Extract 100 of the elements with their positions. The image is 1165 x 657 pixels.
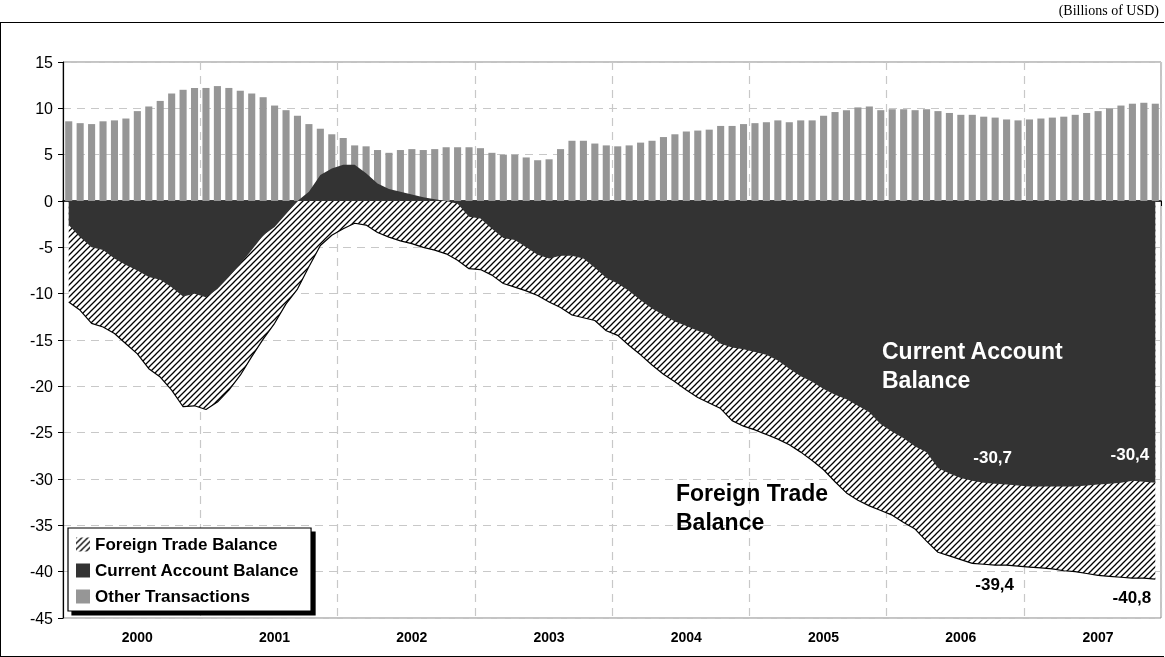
- x-tick-label: 2002: [396, 629, 428, 645]
- bar: [476, 148, 485, 201]
- y-tick-label: 5: [44, 146, 54, 164]
- y-tick-label: 15: [35, 53, 54, 71]
- bar: [156, 100, 164, 201]
- bar: [545, 159, 553, 201]
- bar: [774, 120, 782, 201]
- bar: [465, 147, 473, 201]
- bar: [248, 93, 256, 201]
- bar: [591, 143, 599, 201]
- bar: [671, 134, 679, 201]
- y-tick-label: -15: [29, 331, 54, 349]
- bar: [682, 131, 690, 201]
- bar: [980, 116, 988, 201]
- bar: [179, 89, 187, 201]
- bar: [236, 90, 244, 201]
- bar: [1060, 116, 1068, 201]
- bar: [1014, 120, 1022, 201]
- legend-label: Foreign Trade Balance: [95, 535, 278, 554]
- annotation: Foreign Trade Balance: [676, 479, 835, 535]
- bar: [556, 149, 565, 201]
- bar: [1105, 108, 1114, 201]
- bar: [122, 118, 130, 201]
- bar: [728, 125, 736, 201]
- bar: [579, 140, 587, 201]
- bar: [934, 111, 942, 201]
- bar: [717, 125, 725, 201]
- bar: [1117, 105, 1125, 201]
- bar: [820, 115, 828, 201]
- bar: [614, 146, 622, 201]
- bar: [865, 106, 873, 201]
- bar: [1037, 118, 1045, 201]
- y-tick-label: -30: [29, 470, 54, 488]
- bar: [968, 114, 976, 201]
- bar: [648, 140, 656, 201]
- y-tick-label: -5: [38, 238, 54, 256]
- y-tick-label: -20: [29, 377, 54, 395]
- bar: [602, 145, 610, 201]
- bar: [293, 115, 302, 201]
- bar: [625, 145, 633, 201]
- bar: [694, 130, 702, 201]
- bar: [1083, 112, 1091, 201]
- data-label: -39,4: [975, 574, 1015, 594]
- bar: [168, 93, 176, 201]
- bar: [991, 117, 999, 201]
- bar: [1025, 119, 1034, 201]
- y-tick-label: -10: [29, 285, 54, 303]
- bar: [808, 120, 816, 201]
- bar: [110, 120, 119, 201]
- bar: [522, 157, 530, 201]
- data-label: -30,4: [1110, 445, 1150, 465]
- bar: [499, 154, 507, 201]
- bar: [659, 137, 668, 201]
- x-tick-label: 2000: [121, 629, 154, 645]
- annotation: Current Account Balance: [882, 337, 1069, 393]
- bar: [762, 122, 770, 201]
- y-tick-label: 0: [44, 192, 54, 210]
- x-tick-label: 2001: [259, 629, 291, 645]
- bar: [1094, 111, 1102, 201]
- bar: [751, 123, 759, 201]
- bar: [1048, 117, 1056, 201]
- x-tick-label: 2006: [945, 629, 977, 645]
- bar: [945, 112, 953, 201]
- bar: [1140, 102, 1148, 201]
- bar: [831, 112, 839, 201]
- bar: [1151, 103, 1159, 201]
- bar: [637, 142, 645, 201]
- bar: [190, 87, 199, 201]
- y-tick-label: -40: [29, 563, 54, 581]
- bar: [877, 110, 885, 201]
- bar: [705, 129, 713, 201]
- bar: [911, 110, 919, 201]
- y-tick-label: 10: [35, 99, 54, 117]
- bar: [99, 121, 107, 201]
- x-tick-label: 2007: [1082, 629, 1114, 645]
- legend-label: Current Account Balance: [95, 561, 299, 580]
- bar: [419, 150, 427, 201]
- bar: [785, 122, 793, 201]
- bar: [431, 149, 439, 201]
- data-label: -30,7: [973, 447, 1013, 467]
- bar: [739, 124, 748, 201]
- y-tick-label: -25: [29, 424, 54, 442]
- bar: [797, 120, 805, 201]
- bar: [1071, 114, 1079, 201]
- bar: [534, 160, 542, 201]
- bar: [65, 121, 73, 201]
- text: (Billions of USD): [1058, 2, 1160, 19]
- x-tick-label: 2004: [670, 629, 703, 645]
- data-label: -40,8: [1112, 587, 1152, 607]
- bar: [271, 105, 279, 201]
- bar: [854, 107, 862, 201]
- bar: [259, 97, 267, 201]
- bar: [76, 123, 84, 201]
- bar: [842, 110, 851, 201]
- bar: [202, 87, 210, 201]
- bar: [225, 87, 233, 201]
- bar: [900, 109, 908, 201]
- bar: [888, 109, 896, 201]
- y-tick-label: -35: [29, 516, 54, 534]
- bar: [145, 106, 153, 201]
